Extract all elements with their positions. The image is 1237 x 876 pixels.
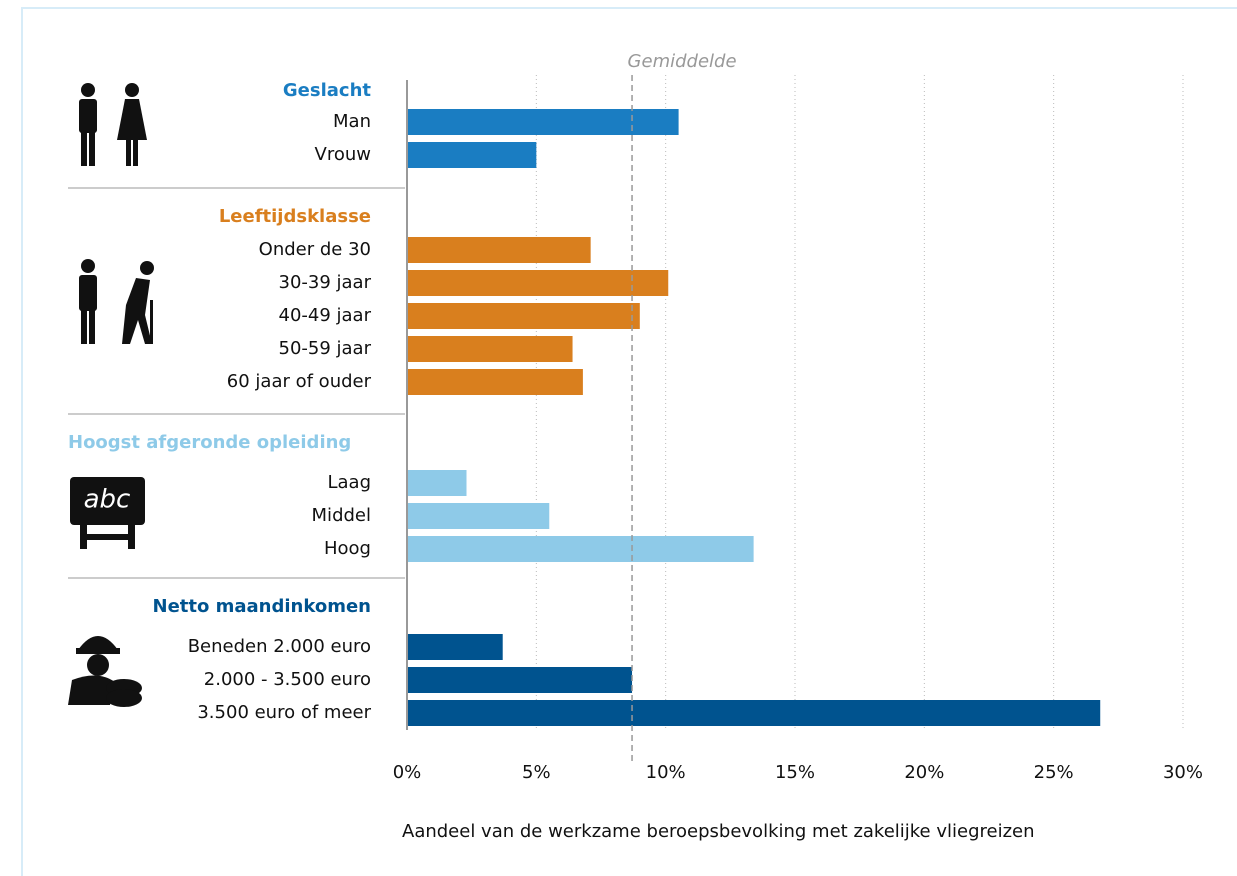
category-label: 40-49 jaar [279,305,372,326]
average-label: Gemiddelde [628,51,737,72]
category-label: 30-39 jaar [279,272,372,293]
category-label: Middel [312,505,371,526]
bar [407,303,640,329]
bar [407,503,550,529]
bar [407,369,583,395]
group-title: Geslacht [283,80,371,101]
x-tick-label: 30% [1163,762,1203,783]
category-label: Vrouw [315,144,371,165]
icon-income [68,636,142,707]
x-tick-label: 20% [904,762,944,783]
icon-gender [79,83,147,166]
x-tick-label: 25% [1034,762,1074,783]
bar [407,536,754,562]
category-label: 60 jaar of ouder [227,371,372,392]
icon-education: abc [70,477,145,549]
category-label: Beneden 2.000 euro [188,636,371,657]
bar [407,470,467,496]
bar [407,700,1101,726]
x-tick-label: 15% [775,762,815,783]
svg-text:abc: abc [84,485,131,515]
bar [407,270,669,296]
group-title: Netto maandinkomen [153,596,371,617]
icon-age [79,259,154,344]
bar [407,142,537,168]
category-label: 50-59 jaar [279,338,372,359]
frame [21,7,1237,876]
category-label: 3.500 euro of meer [197,702,371,723]
x-tick-label: 10% [646,762,686,783]
x-tick-label: 0% [393,762,422,783]
bar [407,336,573,362]
category-label: Onder de 30 [259,239,371,260]
group-title: Leeftijdsklasse [219,206,371,227]
x-axis-label: Aandeel van de werkzame beroepsbevolking… [402,821,1035,842]
group-title: Hoogst afgeronde opleiding [68,432,351,453]
bar [407,237,591,263]
category-label: Man [333,111,371,132]
bar [407,634,503,660]
bar [407,109,679,135]
category-label: 2.000 - 3.500 euro [204,669,371,690]
x-tick-label: 5% [522,762,551,783]
bar [407,667,633,693]
category-label: Hoog [324,538,371,559]
category-label: Laag [327,472,371,493]
